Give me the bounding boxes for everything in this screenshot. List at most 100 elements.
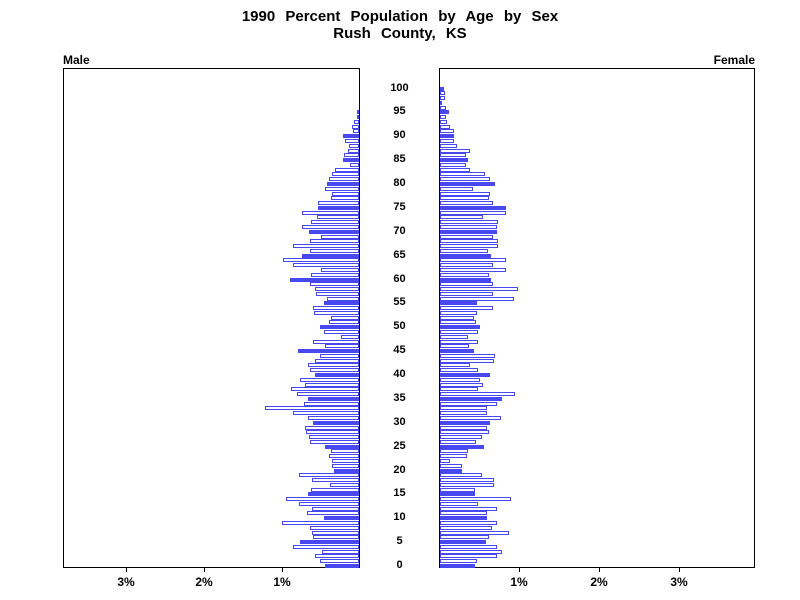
male-bar-age-21 bbox=[332, 463, 359, 468]
female-bar-age-98 bbox=[440, 96, 445, 101]
female-bar-age-30 bbox=[440, 420, 490, 425]
female-bar-age-11 bbox=[440, 511, 487, 516]
male-bar-age-20 bbox=[334, 468, 359, 473]
male-bar-age-3 bbox=[322, 549, 359, 554]
male-bar-age-1 bbox=[320, 559, 359, 564]
female-bar-age-13 bbox=[440, 501, 478, 506]
female-bar-age-64 bbox=[440, 258, 506, 263]
x-axis-tick bbox=[282, 568, 283, 572]
female-bar-age-93 bbox=[440, 119, 447, 124]
female-bar-age-36 bbox=[440, 392, 515, 397]
male-bar-age-39 bbox=[300, 377, 359, 382]
male-bar-age-80 bbox=[327, 182, 359, 186]
female-bar-age-96 bbox=[440, 105, 446, 110]
male-bar-age-15 bbox=[308, 492, 359, 497]
male-bar-age-75 bbox=[318, 205, 359, 210]
male-bar-age-78 bbox=[332, 191, 359, 196]
male-bar-age-29 bbox=[305, 425, 359, 430]
male-bar-age-81 bbox=[329, 177, 359, 182]
male-bar-age-89 bbox=[345, 139, 359, 144]
male-bar-age-33 bbox=[265, 406, 359, 411]
female-bar-age-79 bbox=[440, 186, 473, 191]
female-bar-age-61 bbox=[440, 272, 489, 277]
center-age-axis: 0 5 10 15 20 25 30 35 40 45 50 55 60 65 70 75 80 85 90 95 10… bbox=[360, 68, 439, 571]
female-bar-age-53 bbox=[440, 310, 477, 315]
age-tick-label-80: 80 bbox=[393, 177, 406, 189]
female-bar-age-46 bbox=[440, 344, 469, 349]
male-bar-age-70 bbox=[309, 229, 359, 234]
female-bar-age-37 bbox=[440, 387, 478, 392]
male-bar-age-92 bbox=[352, 124, 359, 129]
male-bar-age-77 bbox=[331, 196, 359, 201]
male-bar-age-32 bbox=[293, 411, 359, 416]
female-bar-age-51 bbox=[440, 320, 476, 325]
female-panel bbox=[439, 68, 755, 568]
x-axis-tick bbox=[679, 568, 680, 572]
male-bar-age-37 bbox=[291, 387, 359, 392]
male-bar-age-41 bbox=[310, 368, 359, 373]
female-bar-age-38 bbox=[440, 382, 483, 387]
female-bar-age-73 bbox=[440, 215, 483, 220]
female-bar-age-24 bbox=[440, 449, 468, 454]
age-tick-label-85: 85 bbox=[393, 153, 406, 166]
age-tick-label-10: 10 bbox=[393, 511, 406, 524]
female-bar-age-32 bbox=[440, 411, 487, 416]
male-bar-age-91 bbox=[353, 129, 359, 134]
female-bar-age-1 bbox=[440, 559, 477, 564]
male-bar-age-11 bbox=[307, 511, 359, 516]
male-bar-age-17 bbox=[330, 482, 359, 487]
male-bar-age-35 bbox=[308, 396, 359, 401]
male-bar-age-13 bbox=[299, 501, 359, 506]
x-tick-label-2%: 2% bbox=[195, 575, 213, 589]
female-bar-age-83 bbox=[440, 167, 470, 172]
female-bar-age-86 bbox=[440, 153, 466, 158]
female-bar-age-91 bbox=[440, 129, 454, 134]
female-bar-age-10 bbox=[440, 516, 487, 521]
male-bar-age-95 bbox=[357, 110, 359, 115]
female-bar-age-39 bbox=[440, 377, 480, 382]
female-bar-age-71 bbox=[440, 224, 497, 229]
female-bar-age-31 bbox=[440, 415, 501, 420]
female-bar-age-35 bbox=[440, 396, 502, 401]
female-bar-age-76 bbox=[440, 201, 493, 206]
female-bar-age-60 bbox=[440, 277, 491, 282]
x-tick-label-3%: 3% bbox=[670, 575, 688, 589]
x-tick-label-2%: 2% bbox=[590, 575, 608, 589]
male-bar-age-28 bbox=[306, 430, 359, 435]
male-bar-age-59 bbox=[310, 282, 359, 287]
male-bar-age-68 bbox=[310, 239, 359, 244]
male-bar-age-4 bbox=[293, 544, 359, 549]
female-bar-age-15 bbox=[440, 492, 475, 497]
x-axis-tick bbox=[126, 568, 127, 572]
female-bar-age-66 bbox=[440, 248, 488, 253]
age-tick-label-95: 95 bbox=[393, 105, 406, 118]
male-bar-age-71 bbox=[302, 224, 359, 229]
female-bar-age-59 bbox=[440, 282, 493, 287]
male-bar-age-79 bbox=[325, 186, 359, 191]
female-bar-age-44 bbox=[440, 353, 495, 358]
male-bar-age-64 bbox=[283, 258, 359, 263]
female-bar-age-99 bbox=[440, 91, 445, 96]
female-bar-age-12 bbox=[440, 506, 497, 511]
male-bar-age-46 bbox=[325, 344, 359, 349]
female-bar-age-81 bbox=[440, 177, 490, 182]
male-bar-age-82 bbox=[332, 172, 359, 177]
age-tick-label-100: 100 bbox=[390, 81, 409, 94]
male-bar-age-30 bbox=[313, 420, 359, 425]
female-bar-age-41 bbox=[440, 368, 478, 373]
female-bar-age-58 bbox=[440, 287, 518, 292]
male-bar-age-22 bbox=[332, 458, 359, 463]
male-bar-age-44 bbox=[320, 353, 359, 358]
female-bar-age-9 bbox=[440, 521, 497, 526]
age-tick-label-25: 25 bbox=[393, 439, 406, 452]
chart-title-line1: 1990 Percent Population by Age by Sex bbox=[241, 8, 559, 25]
male-bar-age-43 bbox=[315, 358, 359, 363]
male-bar-age-24 bbox=[331, 449, 359, 454]
female-bar-age-3 bbox=[440, 549, 502, 554]
age-tick-label-90: 90 bbox=[393, 129, 406, 142]
male-bar-age-5 bbox=[300, 540, 359, 545]
female-bar-age-87 bbox=[440, 148, 470, 153]
male-bar-age-25 bbox=[325, 444, 359, 449]
male-bar-age-62 bbox=[321, 267, 359, 272]
female-bar-age-57 bbox=[440, 291, 493, 296]
